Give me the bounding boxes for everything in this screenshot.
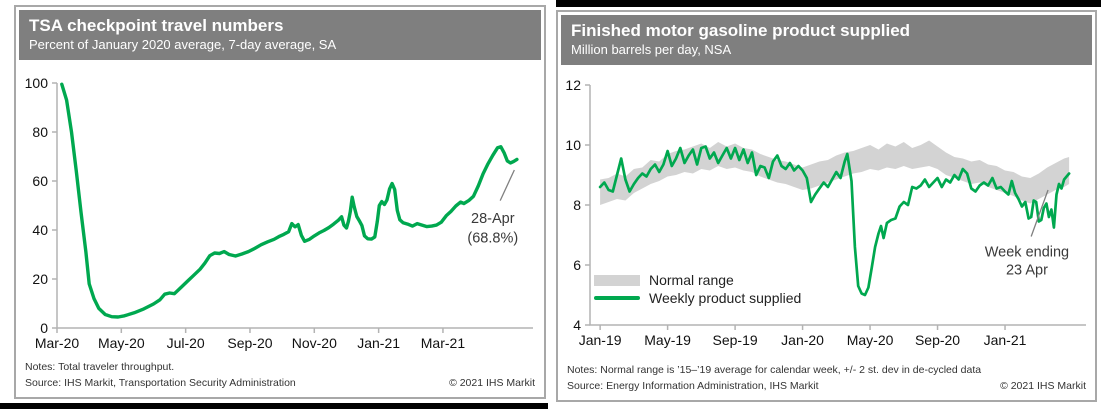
gasoline-legend: Normal range Weekly product supplied [594, 271, 801, 307]
svg-text:23 Apr: 23 Apr [1006, 262, 1048, 278]
gasoline-copyright: © 2021 IHS Markit [1000, 380, 1086, 392]
svg-text:May-20: May-20 [847, 332, 894, 348]
svg-text:Sep-20: Sep-20 [227, 335, 272, 351]
gasoline-chart-subtitle: Million barrels per day, NSA [571, 42, 732, 58]
svg-text:Mar-20: Mar-20 [35, 335, 80, 351]
svg-text:60: 60 [32, 173, 48, 189]
tsa-source: Source: IHS Markit, Transportation Secur… [25, 377, 296, 389]
svg-text:May-19: May-19 [644, 332, 691, 348]
legend-row-weekly-supplied: Weekly product supplied [594, 289, 801, 307]
svg-text:8: 8 [573, 197, 581, 213]
svg-text:Jan-20: Jan-20 [781, 332, 824, 348]
svg-text:28-Apr: 28-Apr [471, 211, 515, 227]
svg-text:10: 10 [565, 137, 581, 153]
svg-text:Nov-20: Nov-20 [292, 335, 337, 351]
gasoline-chart-title: Finished motor gasoline product supplied [571, 21, 911, 40]
gasoline-source: Source: Energy Information Administratio… [567, 380, 819, 392]
top-black-rule [556, 0, 1101, 7]
tsa-source-row: Source: IHS Markit, Transportation Secur… [25, 377, 535, 389]
svg-text:20: 20 [32, 271, 48, 287]
gasoline-line-chart: 4 6 8 10 12 Jan-19 May-19 Sep-19 Jan-20 May-20 Sep… [565, 77, 1086, 348]
svg-text:Sep-19: Sep-19 [713, 332, 758, 348]
legend-row-normal-range: Normal range [594, 271, 801, 289]
svg-text:Jan-21: Jan-21 [984, 332, 1027, 348]
svg-text:Jan-21: Jan-21 [357, 335, 400, 351]
svg-text:Jul-20: Jul-20 [167, 335, 205, 351]
svg-text:(68.8%): (68.8%) [467, 230, 518, 246]
svg-text:Week ending: Week ending [985, 244, 1069, 260]
tsa-notes: Notes: Total traveler throughput. [25, 361, 175, 373]
svg-text:May-20: May-20 [98, 335, 145, 351]
svg-text:80: 80 [32, 124, 48, 140]
svg-text:Sep-20: Sep-20 [915, 332, 960, 348]
svg-text:40: 40 [32, 222, 48, 238]
tsa-chart-subtitle: Percent of January 2020 average, 7-day a… [29, 37, 337, 53]
bottom-black-rule [0, 403, 548, 409]
svg-text:100: 100 [25, 75, 49, 91]
svg-text:Mar-21: Mar-21 [421, 335, 466, 351]
weekly-supplied-swatch [594, 296, 640, 300]
svg-text:4: 4 [573, 317, 581, 333]
weekly-supplied-label: Weekly product supplied [649, 290, 802, 306]
svg-text:0: 0 [40, 320, 48, 336]
tsa-line-chart: 0 20 40 60 80 100 Mar-20 May-20 Jul-20 Sep-20 Nov-… [25, 75, 533, 351]
svg-text:12: 12 [565, 77, 581, 93]
tsa-chart-title: TSA checkpoint travel numbers [29, 16, 284, 35]
tsa-header: TSA checkpoint travel numbers Percent of… [19, 10, 541, 60]
normal-range-label: Normal range [649, 272, 734, 288]
gasoline-notes: Notes: Normal range is ’15–’19 average f… [567, 364, 982, 376]
tsa-copyright: © 2021 IHS Markit [449, 377, 535, 389]
gasoline-source-row: Source: Energy Information Administratio… [567, 380, 1086, 392]
normal-range-swatch [594, 274, 640, 286]
gasoline-header: Finished motor gasoline product supplied… [561, 15, 1092, 65]
svg-text:Jan-19: Jan-19 [579, 332, 622, 348]
svg-text:6: 6 [573, 257, 581, 273]
gasoline-panel: Finished motor gasoline product supplied… [556, 10, 1097, 402]
tsa-panel: TSA checkpoint travel numbers Percent of… [14, 5, 546, 399]
